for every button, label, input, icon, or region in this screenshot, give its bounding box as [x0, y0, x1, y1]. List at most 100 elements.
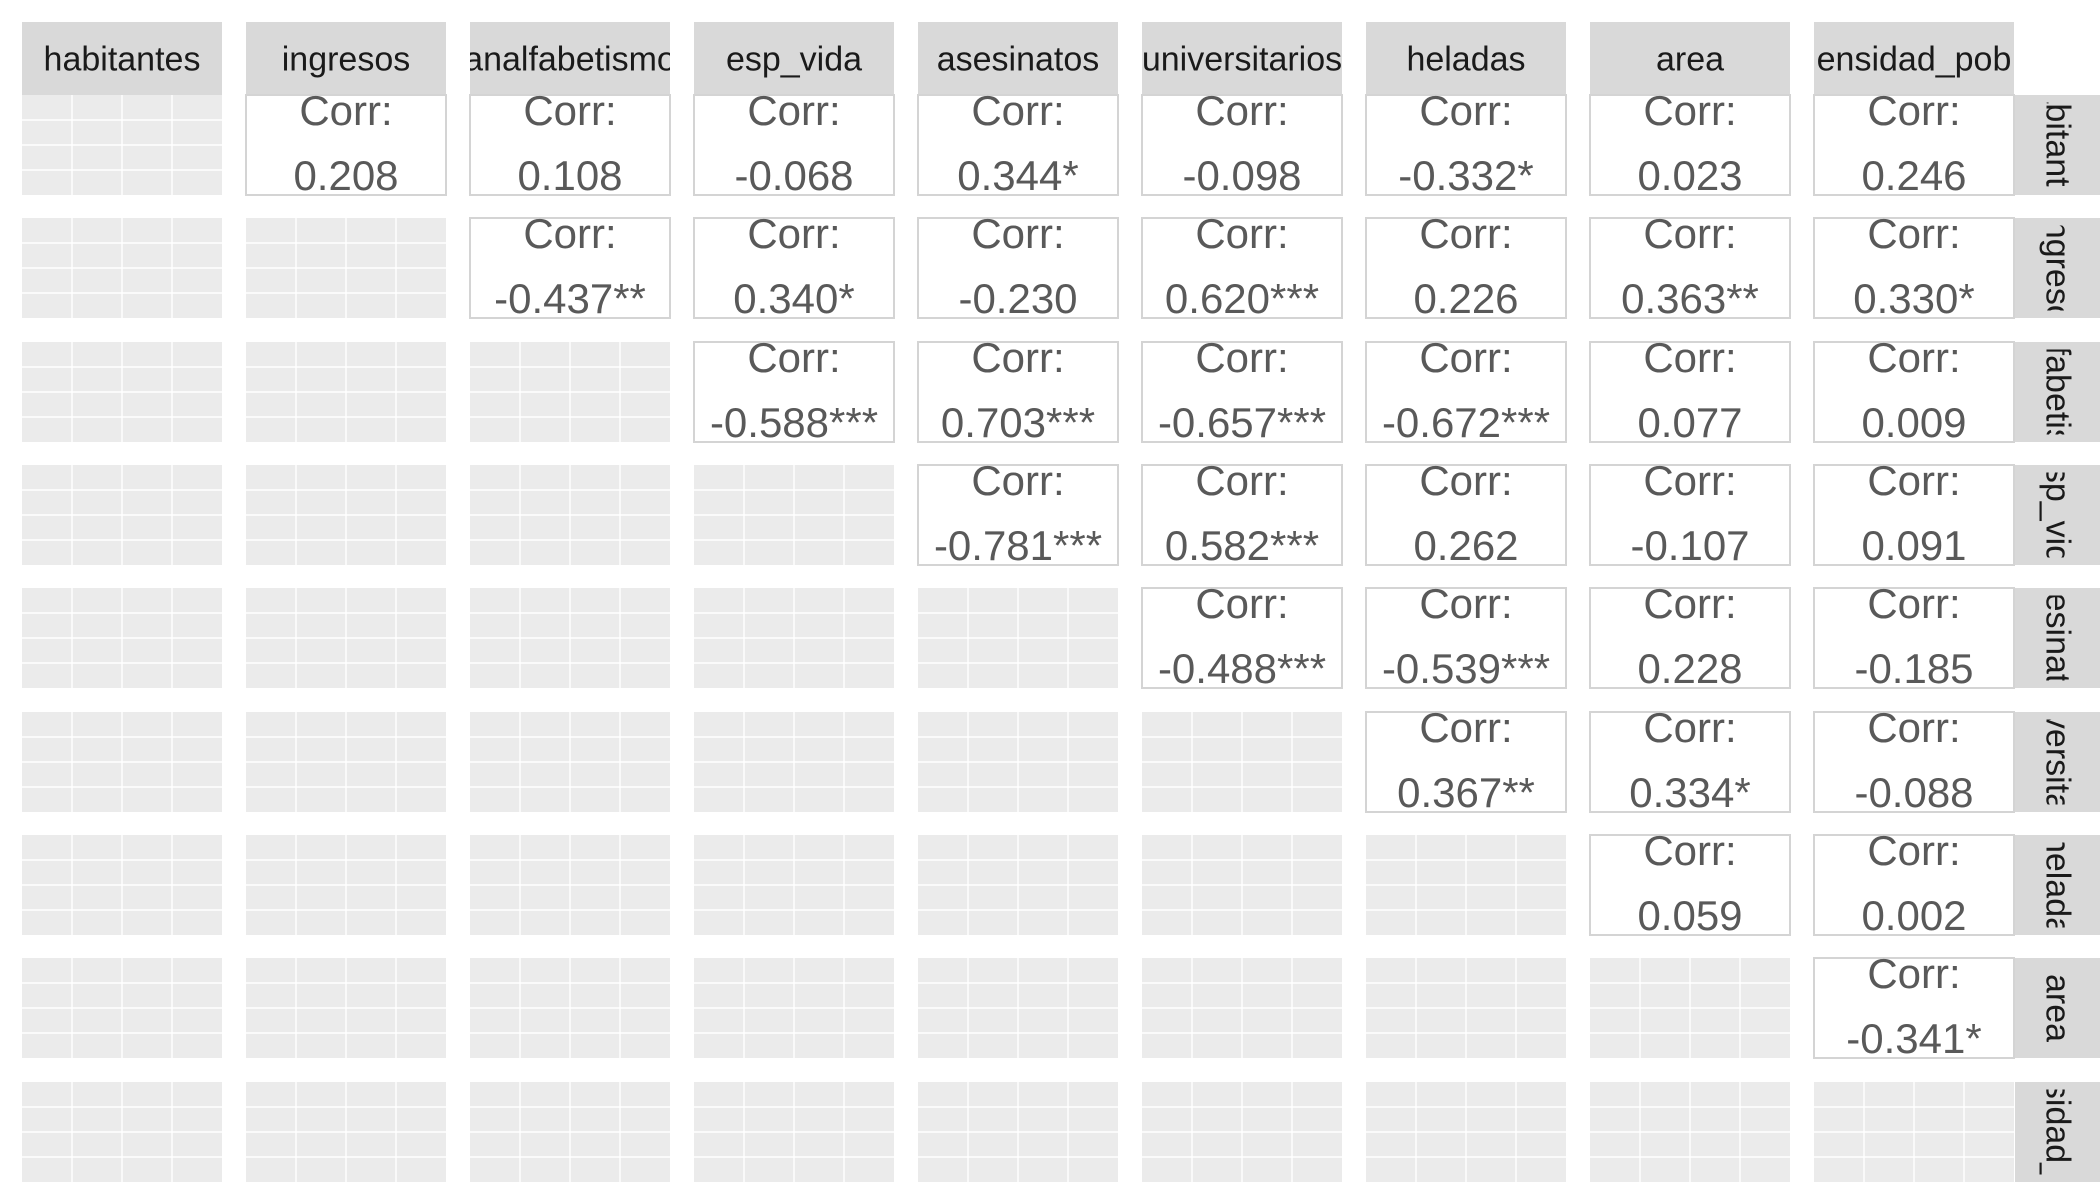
corr-value: 0.023 [1637, 152, 1742, 199]
row-strip-label: helada [2039, 834, 2077, 936]
row-strip-label: abitante [2039, 85, 2077, 206]
col-strip-area: area [1590, 22, 1790, 95]
corr-label: Corr: [1419, 334, 1512, 381]
corr-panel-habitantes-universitarios: Corr: -0.098 [1141, 94, 1343, 199]
corr-panel-analfabetismo-densidad_pob: Corr: 0.009 [1813, 341, 2015, 446]
corr-label: Corr: [1867, 950, 1960, 997]
corr-label: Corr: [1867, 827, 1960, 874]
row-strip-label: sidad_ [2039, 1082, 2077, 1183]
corr-value: 0.091 [1861, 522, 1966, 569]
corr-value: -0.341* [1846, 1015, 1981, 1062]
corr-label: Corr: [1195, 334, 1288, 381]
corr-panel-habitantes-asesinatos: Corr: 0.344* [917, 87, 1119, 199]
corr-panel-ingresos-esp_vida: Corr: 0.340* [693, 217, 895, 322]
corr-panel-ingresos-area: Corr: 0.363** [1589, 217, 1791, 319]
corr-label: Corr: [971, 457, 1064, 504]
corr-value: 0.367** [1397, 769, 1535, 816]
corr-panel-habitantes-esp_vida: Corr: -0.068 [693, 87, 895, 199]
corr-label: Corr: [1643, 457, 1736, 504]
corr-value: 0.002 [1861, 892, 1966, 939]
row-strip-densidad_pob: sidad_ [2015, 1082, 2100, 1183]
col-strip-habitantes: habitantes [22, 22, 222, 95]
corr-label: Corr: [971, 210, 1064, 257]
corr-panel-heladas-densidad_pob: Corr: 0.002 [1813, 827, 2015, 939]
corr-panel-asesinatos-area: Corr: 0.228 [1589, 580, 1791, 692]
row-strip-analfabetismo: lfabetis [2015, 342, 2100, 442]
corr-value: -0.098 [1182, 152, 1301, 199]
col-strip-label: heladas [1406, 41, 1525, 79]
corr-panel-esp_vida-densidad_pob: Corr: 0.091 [1813, 457, 2015, 569]
corr-value: 0.108 [517, 152, 622, 199]
corr-panel-esp_vida-heladas: Corr: 0.262 [1365, 457, 1567, 569]
corr-panel-analfabetismo-universitarios: Corr: -0.657*** [1141, 334, 1343, 446]
corr-panel-ingresos-universitarios: Corr: 0.620*** [1141, 217, 1343, 319]
corr-label: Corr: [1419, 457, 1512, 504]
corr-value: 0.226 [1413, 275, 1518, 322]
corr-value: 0.009 [1861, 399, 1966, 446]
corr-value: -0.657*** [1158, 399, 1326, 446]
corr-panel-analfabetismo-area: Corr: 0.077 [1589, 334, 1791, 443]
corr-value: -0.185 [1854, 645, 1973, 692]
corr-value: 0.228 [1637, 645, 1742, 692]
corr-panel-ingresos-densidad_pob: Corr: 0.330* [1813, 210, 2015, 322]
col-strip-label: ensidad_pob [1817, 41, 2012, 79]
corr-panel-habitantes-densidad_pob: Corr: 0.246 [1813, 94, 2015, 199]
corr-label: Corr: [1643, 334, 1736, 381]
corr-panel-habitantes-area: Corr: 0.023 [1589, 94, 1791, 199]
corr-value: 0.208 [293, 152, 398, 199]
row-strip-esp_vida: sp_vid [2015, 465, 2100, 565]
corr-label: Corr: [971, 87, 1064, 134]
corr-value: -0.672*** [1382, 399, 1550, 446]
corr-panel-esp_vida-universitarios: Corr: 0.582*** [1141, 457, 1343, 566]
corr-panel-esp_vida-area: Corr: -0.107 [1589, 457, 1791, 569]
row-strip-area: area [2015, 958, 2100, 1058]
corr-value: -0.107 [1630, 522, 1749, 569]
row-strip-asesinatos: esinat [2015, 588, 2100, 688]
corr-label: Corr: [1195, 580, 1288, 627]
corr-value: -0.588*** [710, 399, 878, 446]
corr-panel-analfabetismo-heladas: Corr: -0.672*** [1365, 334, 1567, 446]
row-strip-label: sp_vid [2039, 466, 2077, 564]
row-strip-habitantes: abitante [2015, 85, 2100, 206]
corr-label: Corr: [1867, 457, 1960, 504]
corr-value: -0.488*** [1158, 645, 1326, 692]
corr-label: Corr: [1867, 704, 1960, 751]
row-strip-label: esinat [2039, 593, 2077, 684]
corr-value: 0.246 [1861, 152, 1966, 199]
corr-panel-ingresos-heladas: Corr: 0.226 [1365, 210, 1567, 322]
corr-value: 0.262 [1413, 522, 1518, 569]
corr-label: Corr: [1867, 210, 1960, 257]
corr-label: Corr: [747, 334, 840, 381]
corr-panel-heladas-area: Corr: 0.059 [1589, 834, 1791, 936]
corr-value: -0.437** [494, 275, 646, 322]
col-strip-universitarios: universitarios [1142, 22, 1342, 95]
col-strip-asesinatos: asesinatos [918, 22, 1118, 95]
corr-label: Corr: [1419, 87, 1512, 134]
corr-label: Corr: [299, 87, 392, 134]
corr-value: -0.088 [1854, 769, 1973, 816]
corr-label: Corr: [1643, 580, 1736, 627]
corr-panel-habitantes-heladas: Corr: -0.332* [1365, 87, 1567, 196]
corr-panel-asesinatos-universitarios: Corr: -0.488*** [1141, 580, 1343, 692]
corr-value: 0.344* [957, 152, 1078, 199]
corr-label: Corr: [1195, 457, 1288, 504]
corr-value: 0.703*** [941, 399, 1095, 446]
corr-label: Corr: [1419, 210, 1512, 257]
corr-value: -0.068 [734, 152, 853, 199]
col-strip-label: analfabetismo [464, 41, 676, 79]
corr-label: Corr: [747, 87, 840, 134]
col-strip-ingresos: ingresos [246, 22, 446, 95]
corr-value: 0.340* [733, 275, 854, 322]
corr-label: Corr: [1419, 704, 1512, 751]
corr-panel-universitarios-heladas: Corr: 0.367** [1365, 704, 1567, 816]
corr-value: -0.539*** [1382, 645, 1550, 692]
col-strip-label: asesinatos [937, 41, 1100, 79]
corr-panel-analfabetismo-esp_vida: Corr: -0.588*** [693, 334, 895, 446]
corr-panel-universitarios-densidad_pob: Corr: -0.088 [1813, 704, 2015, 816]
corr-panel-ingresos-asesinatos: Corr: -0.230 [917, 210, 1119, 319]
col-strip-label: area [1656, 41, 1724, 79]
corr-panel-analfabetismo-asesinatos: Corr: 0.703*** [917, 341, 1119, 446]
corr-panel-esp_vida-asesinatos: Corr: -0.781*** [917, 457, 1119, 566]
corr-value: 0.330* [1853, 275, 1974, 322]
